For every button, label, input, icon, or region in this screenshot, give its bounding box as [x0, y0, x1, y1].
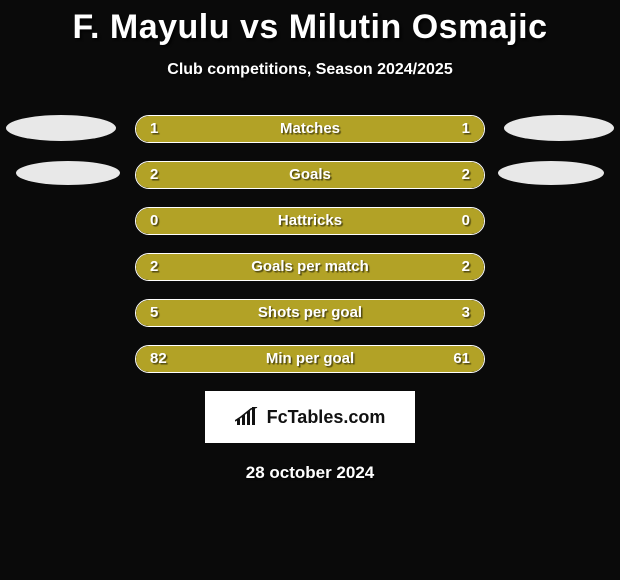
logo-text: FcTables.com	[267, 407, 386, 428]
decorative-ellipse	[6, 115, 116, 141]
date-line: 28 october 2024	[0, 463, 620, 483]
decorative-ellipse	[498, 161, 604, 185]
stat-label: Matches	[136, 116, 484, 142]
stat-label: Hattricks	[136, 208, 484, 234]
stat-row: 53Shots per goal	[135, 299, 485, 327]
stat-row: 22Goals per match	[135, 253, 485, 281]
stat-label: Shots per goal	[136, 300, 484, 326]
vs-text: vs	[240, 8, 279, 46]
stat-row: 8261Min per goal	[135, 345, 485, 373]
decorative-ellipse	[504, 115, 614, 141]
stat-label: Goals per match	[136, 254, 484, 280]
comparison-title: F. Mayulu vs Milutin Osmajic	[0, 0, 620, 47]
stat-label: Min per goal	[136, 346, 484, 372]
bar-chart-icon	[235, 407, 261, 427]
logo-box: FcTables.com	[205, 391, 415, 443]
stats-container: 11Matches 22Goals 00Hattricks 22Goals per m…	[0, 115, 620, 373]
decorative-ellipse	[16, 161, 120, 185]
player2-name: Milutin Osmajic	[289, 8, 548, 46]
stat-row: 11Matches	[135, 115, 485, 143]
player1-name: F. Mayulu	[72, 8, 230, 46]
subtitle: Club competitions, Season 2024/2025	[0, 61, 620, 79]
stat-label: Goals	[136, 162, 484, 188]
stat-row: 22Goals	[135, 161, 485, 189]
stat-row: 00Hattricks	[135, 207, 485, 235]
